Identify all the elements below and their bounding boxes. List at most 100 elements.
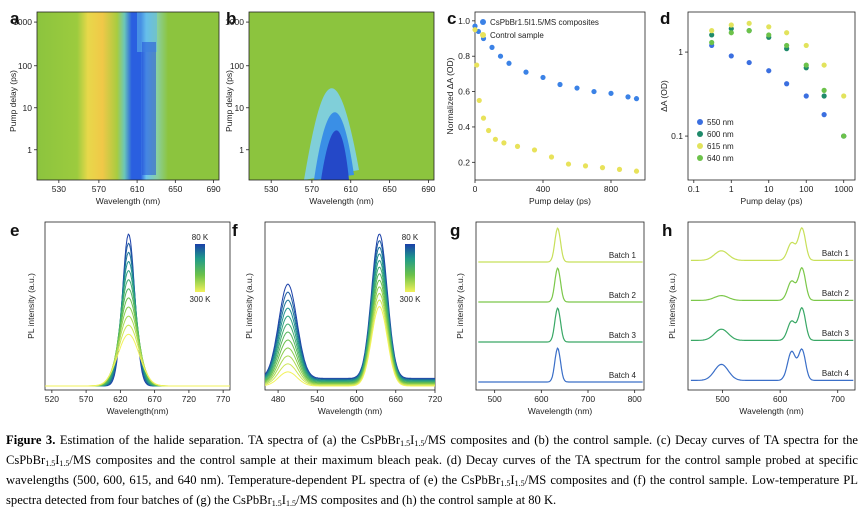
d-point-550-nm	[803, 93, 809, 99]
h-batch-label: Batch 2	[822, 289, 850, 298]
d-point-640-nm	[841, 133, 847, 139]
f-spectrum-line	[264, 240, 435, 380]
c-point-control	[548, 154, 555, 160]
y-axis-label-h: PL intensity (a.u.)	[667, 273, 677, 339]
f-x-tick-label: 660	[389, 394, 403, 404]
c-point-control	[565, 161, 572, 167]
y-axis-label-g: PL intensity (a.u.)	[455, 273, 465, 339]
y-axis-label-b: Pump delay (ps)	[224, 70, 234, 132]
c-point-composites	[506, 60, 512, 66]
c-point-composites	[625, 94, 631, 100]
panel-letter-f: f	[232, 221, 238, 240]
a-y-tick-label: 10	[23, 103, 33, 113]
d-point-615-nm	[841, 93, 847, 99]
caption-label: Figure 3.	[6, 433, 56, 447]
h-batch-line	[690, 348, 854, 381]
caption-segment: 1.5	[414, 439, 425, 448]
h-x-tick-label: 500	[715, 394, 729, 404]
d-point-550-nm	[821, 112, 827, 118]
d-point-640-nm	[784, 42, 790, 49]
h-batch-label: Batch 4	[822, 369, 850, 378]
legend-marker-c	[480, 32, 486, 38]
panel-letter-h: h	[662, 221, 672, 240]
c-point-control	[480, 115, 487, 121]
legend-marker-d	[697, 119, 703, 125]
b-x-tick-label: 570	[305, 184, 319, 194]
c-point-control	[472, 27, 478, 33]
frame-b	[248, 11, 435, 181]
x-axis-label-a: Wavelength (nm)	[96, 196, 161, 206]
c-point-control	[476, 97, 482, 104]
g-x-tick-label: 800	[628, 394, 642, 404]
c-y-tick-label: 0.8	[458, 51, 470, 61]
d-point-615-nm	[803, 42, 809, 49]
c-point-composites	[633, 96, 640, 102]
c-point-composites	[608, 90, 614, 96]
a-x-tick-label: 650	[168, 184, 182, 194]
d-x-tick-label: 10	[764, 184, 774, 194]
d-point-640-nm	[728, 30, 734, 36]
g-batch-label: Batch 4	[609, 371, 637, 380]
legend-label-d: 550 nm	[707, 118, 734, 127]
y-axis-label-c: Normalized ΔA (OD)	[445, 57, 455, 134]
d-point-640-nm	[746, 28, 752, 34]
a-y-tick-label: 1	[27, 145, 32, 155]
f-spectrum-line	[264, 286, 435, 385]
heatmap-a-feature	[142, 42, 156, 175]
caption-segment: I	[55, 453, 60, 467]
b-y-tick-label: 100	[230, 61, 244, 71]
x-axis-label-d: Pump delay (ps)	[741, 196, 803, 206]
c-x-tick-label: 400	[536, 184, 550, 194]
d-point-550-nm	[766, 68, 772, 74]
h-batch-label: Batch 1	[822, 249, 850, 258]
heatmap-b-feature	[321, 130, 349, 180]
b-x-tick-label: 530	[264, 184, 278, 194]
a-x-tick-label: 690	[206, 184, 220, 194]
c-point-composites	[557, 81, 563, 88]
caption-segment: /MS composites and (b) the control sampl…	[6, 433, 858, 467]
h-batch-line	[690, 227, 854, 261]
colorbar-f	[405, 244, 415, 292]
legend-label-c: Control sample	[490, 31, 544, 40]
h-x-tick-label: 600	[773, 394, 787, 404]
legend-label-d: 615 nm	[707, 142, 734, 151]
a-y-tick-label: 100	[18, 61, 32, 71]
b-y-tick-label: 10	[235, 103, 245, 113]
legend-label-d: 600 nm	[707, 130, 734, 139]
d-point-640-nm	[709, 39, 715, 46]
x-axis-label-h: Wavelength (nm)	[739, 406, 804, 416]
caption-segment: 1.5	[500, 479, 511, 488]
e-x-tick-label: 570	[79, 394, 93, 404]
f-spectrum-line	[264, 273, 435, 383]
d-point-600-nm	[709, 32, 715, 38]
d-point-615-nm	[709, 28, 715, 34]
f-spectrum-line	[264, 233, 435, 379]
c-point-control	[501, 140, 507, 146]
d-point-640-nm	[766, 32, 772, 38]
d-x-tick-label: 1000	[834, 184, 853, 194]
f-spectrum-line	[264, 292, 435, 386]
c-point-control	[486, 127, 492, 134]
legend-label-d: 640 nm	[707, 154, 734, 163]
x-axis-label-c: Pump delay (ps)	[529, 196, 591, 206]
y-axis-label-a: Pump delay (ps)	[8, 70, 18, 132]
f-spectrum-line	[264, 253, 435, 381]
c-point-control	[616, 166, 623, 172]
y-axis-label-d: ΔA (OD)	[659, 80, 669, 112]
panel-letter-d: d	[660, 9, 670, 28]
legend-marker-c	[480, 19, 486, 25]
heatmap-a	[37, 12, 219, 180]
h-batch-line	[690, 307, 854, 341]
y-axis-label-e: PL intensity (a.u.)	[26, 273, 36, 339]
caption-body: Estimation of the halide separation. TA …	[6, 433, 858, 508]
d-x-tick-label: 1	[729, 184, 734, 194]
g-batch-line	[478, 307, 643, 343]
e-x-tick-label: 770	[216, 394, 230, 404]
c-y-tick-label: 1.0	[458, 16, 470, 26]
f-spectrum-line	[264, 306, 435, 387]
x-axis-label-e: Wavelength(nm)	[106, 406, 168, 416]
c-point-composites	[574, 85, 580, 91]
d-point-615-nm	[766, 24, 772, 30]
caption-segment: /MS composites and (h) the control sampl…	[295, 493, 557, 507]
legend-marker-d	[697, 143, 703, 149]
